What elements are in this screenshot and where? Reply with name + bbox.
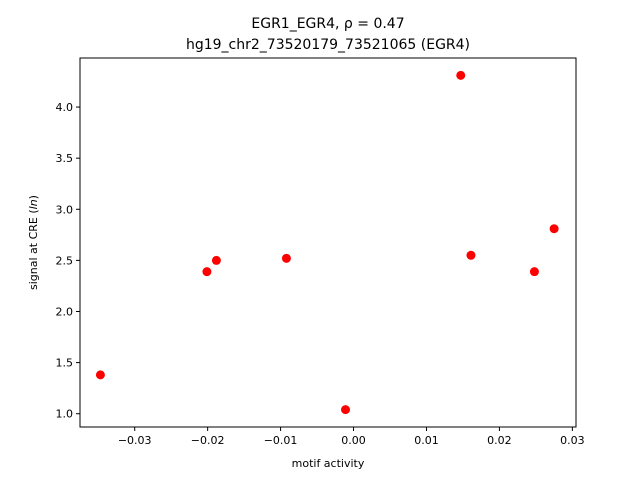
data-point-4 (281, 253, 291, 263)
x-tick-label-7: 0.03 (560, 434, 585, 447)
y-tick-label-3: 2.0 (56, 305, 74, 318)
chart-title-line2: hg19_chr2_73520179_73521065 (EGR4) (186, 37, 470, 53)
data-point-5 (341, 405, 351, 415)
data-point-6 (456, 70, 466, 80)
y-axis-label-close: ) (27, 195, 40, 199)
data-point-8 (529, 267, 539, 277)
y-axis-label-main: signal at CRE ( (27, 209, 40, 290)
data-point-7 (466, 250, 476, 260)
x-axis-ticks: −0.03 −0.02 −0.01 0.00 0.01 0.02 0.03 (118, 427, 585, 447)
plot-area-frame (79, 57, 577, 428)
data-point-3 (211, 255, 221, 265)
x-axis-label: motif activity (292, 457, 365, 470)
y-tick-label-7: 4.0 (56, 101, 74, 114)
data-point-1 (95, 370, 105, 380)
y-tick-label-4: 2.5 (56, 254, 74, 267)
y-axis-label-unit: ln (27, 199, 40, 209)
y-tick-label-6: 3.5 (56, 152, 74, 165)
x-tick-label-4: 0.00 (341, 434, 366, 447)
x-tick-label-2: −0.02 (191, 434, 225, 447)
x-tick-label-1: −0.03 (118, 434, 152, 447)
y-tick-label-5: 3.0 (56, 203, 74, 216)
data-points (95, 70, 559, 415)
chart-title-line1: EGR1_EGR4, ρ = 0.47 (251, 16, 404, 32)
x-tick-label-6: 0.02 (487, 434, 512, 447)
y-axis-label: signal at CRE (ln) (27, 195, 40, 290)
y-axis-ticks: 1.0 1.5 2.0 2.5 3.0 3.5 4.0 (56, 101, 80, 421)
x-tick-label-5: 0.01 (414, 434, 439, 447)
y-tick-label-1: 1.0 (56, 408, 74, 421)
y-tick-label-2: 1.5 (56, 357, 74, 370)
x-tick-label-3: −0.01 (264, 434, 298, 447)
data-point-9 (549, 224, 559, 234)
data-point-2 (202, 267, 212, 277)
